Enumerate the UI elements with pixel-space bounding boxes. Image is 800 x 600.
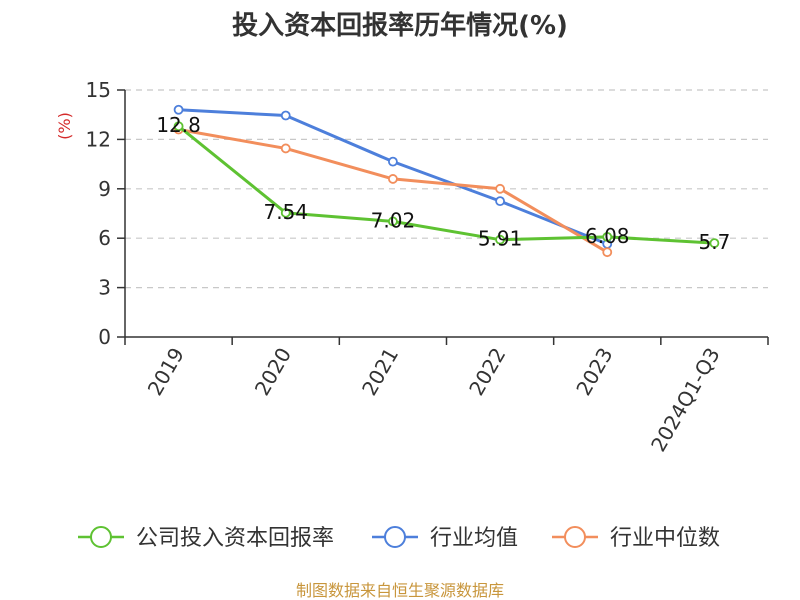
data-point [280, 207, 291, 218]
data-label: 5.7 [699, 230, 731, 254]
data-point [709, 238, 720, 249]
data-point [495, 196, 505, 207]
data-label: 5.91 [478, 227, 523, 251]
data-label: 7.54 [263, 200, 308, 224]
data-point [388, 156, 398, 167]
y-tick-label: 9 [98, 177, 111, 201]
data-labels: 12.8 7.54 7.02 5.91 6.08 5.7 [156, 113, 730, 254]
data-point [280, 143, 291, 154]
x-tick-label: 2024Q1-Q3 [646, 344, 725, 456]
chart-title: 投入资本回报率历年情况(%) [232, 10, 568, 41]
legend-label: 行业均值 [430, 526, 518, 551]
legend-swatch-marker [564, 526, 586, 548]
y-tick-label: 15 [86, 78, 111, 102]
y-tick-label: 3 [98, 276, 111, 300]
x-tick-label: 2021 [357, 344, 403, 400]
legend-label: 行业中位数 [610, 526, 720, 551]
series-lines [173, 104, 720, 258]
x-tick-label: 2019 [143, 344, 189, 400]
legend-swatch-marker [384, 526, 406, 548]
legend-swatch-marker [90, 526, 112, 548]
legend: 公司投入资本回报率 行业均值 行业中位数 [78, 526, 720, 551]
data-label: 6.08 [585, 224, 630, 248]
data-point [388, 174, 398, 184]
series-line-0 [177, 125, 715, 245]
legend-label: 公司投入资本回报率 [136, 526, 334, 551]
x-tick-label: 2020 [250, 344, 296, 400]
data-point [388, 216, 398, 227]
y-tick-label: 6 [98, 226, 111, 250]
y-axis-unit-label: (%) [55, 112, 74, 140]
series-line-2 [178, 128, 609, 254]
data-point [495, 183, 505, 194]
gridlines [125, 89, 768, 289]
y-tick-label: 12 [86, 127, 111, 151]
source-note: 制图数据来自恒生聚源数据库 [296, 581, 504, 600]
data-point [495, 234, 505, 245]
y-tick-label: 0 [98, 325, 111, 349]
data-point [602, 231, 613, 242]
data-label: 7.02 [371, 208, 416, 232]
data-point [280, 110, 291, 121]
data-point [173, 104, 184, 115]
data-point [602, 247, 613, 258]
data-label: 12.8 [156, 113, 201, 137]
data-point [173, 121, 184, 132]
x-tick-label: 2023 [571, 344, 617, 400]
x-tick-label: 2022 [464, 344, 510, 400]
